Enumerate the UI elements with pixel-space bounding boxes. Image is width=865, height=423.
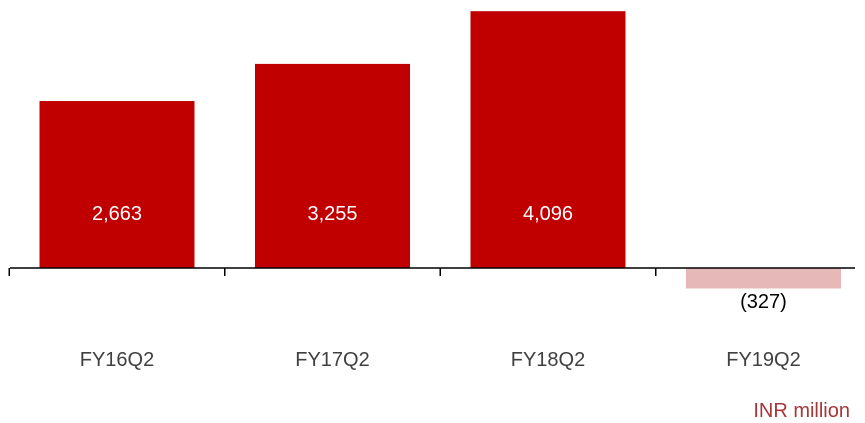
bar-fy17q2 <box>255 63 410 268</box>
category-label-fy18q2: FY18Q2 <box>511 349 585 371</box>
bars-group <box>39 11 841 289</box>
x-axis <box>8 267 855 276</box>
category-label-fy19q2: FY19Q2 <box>726 349 800 371</box>
category-label-fy17q2: FY17Q2 <box>295 349 369 371</box>
value-label-fy17q2: 3,255 <box>307 203 357 225</box>
unit-label: INR million <box>753 400 850 422</box>
bar-fy16q2 <box>39 101 195 268</box>
value-label-fy16q2: 2,663 <box>92 203 142 225</box>
value-labels-group: 2,663 3,255 4,096 (327) <box>92 203 787 313</box>
category-label-fy16q2: FY16Q2 <box>80 349 154 371</box>
category-labels-group: FY16Q2 FY17Q2 FY18Q2 FY19Q2 <box>80 349 801 371</box>
bar-fy19q2 <box>686 268 841 289</box>
value-label-fy18q2: 4,096 <box>523 203 573 225</box>
value-label-fy19q2: (327) <box>740 291 787 313</box>
bar-fy18q2 <box>470 11 626 269</box>
